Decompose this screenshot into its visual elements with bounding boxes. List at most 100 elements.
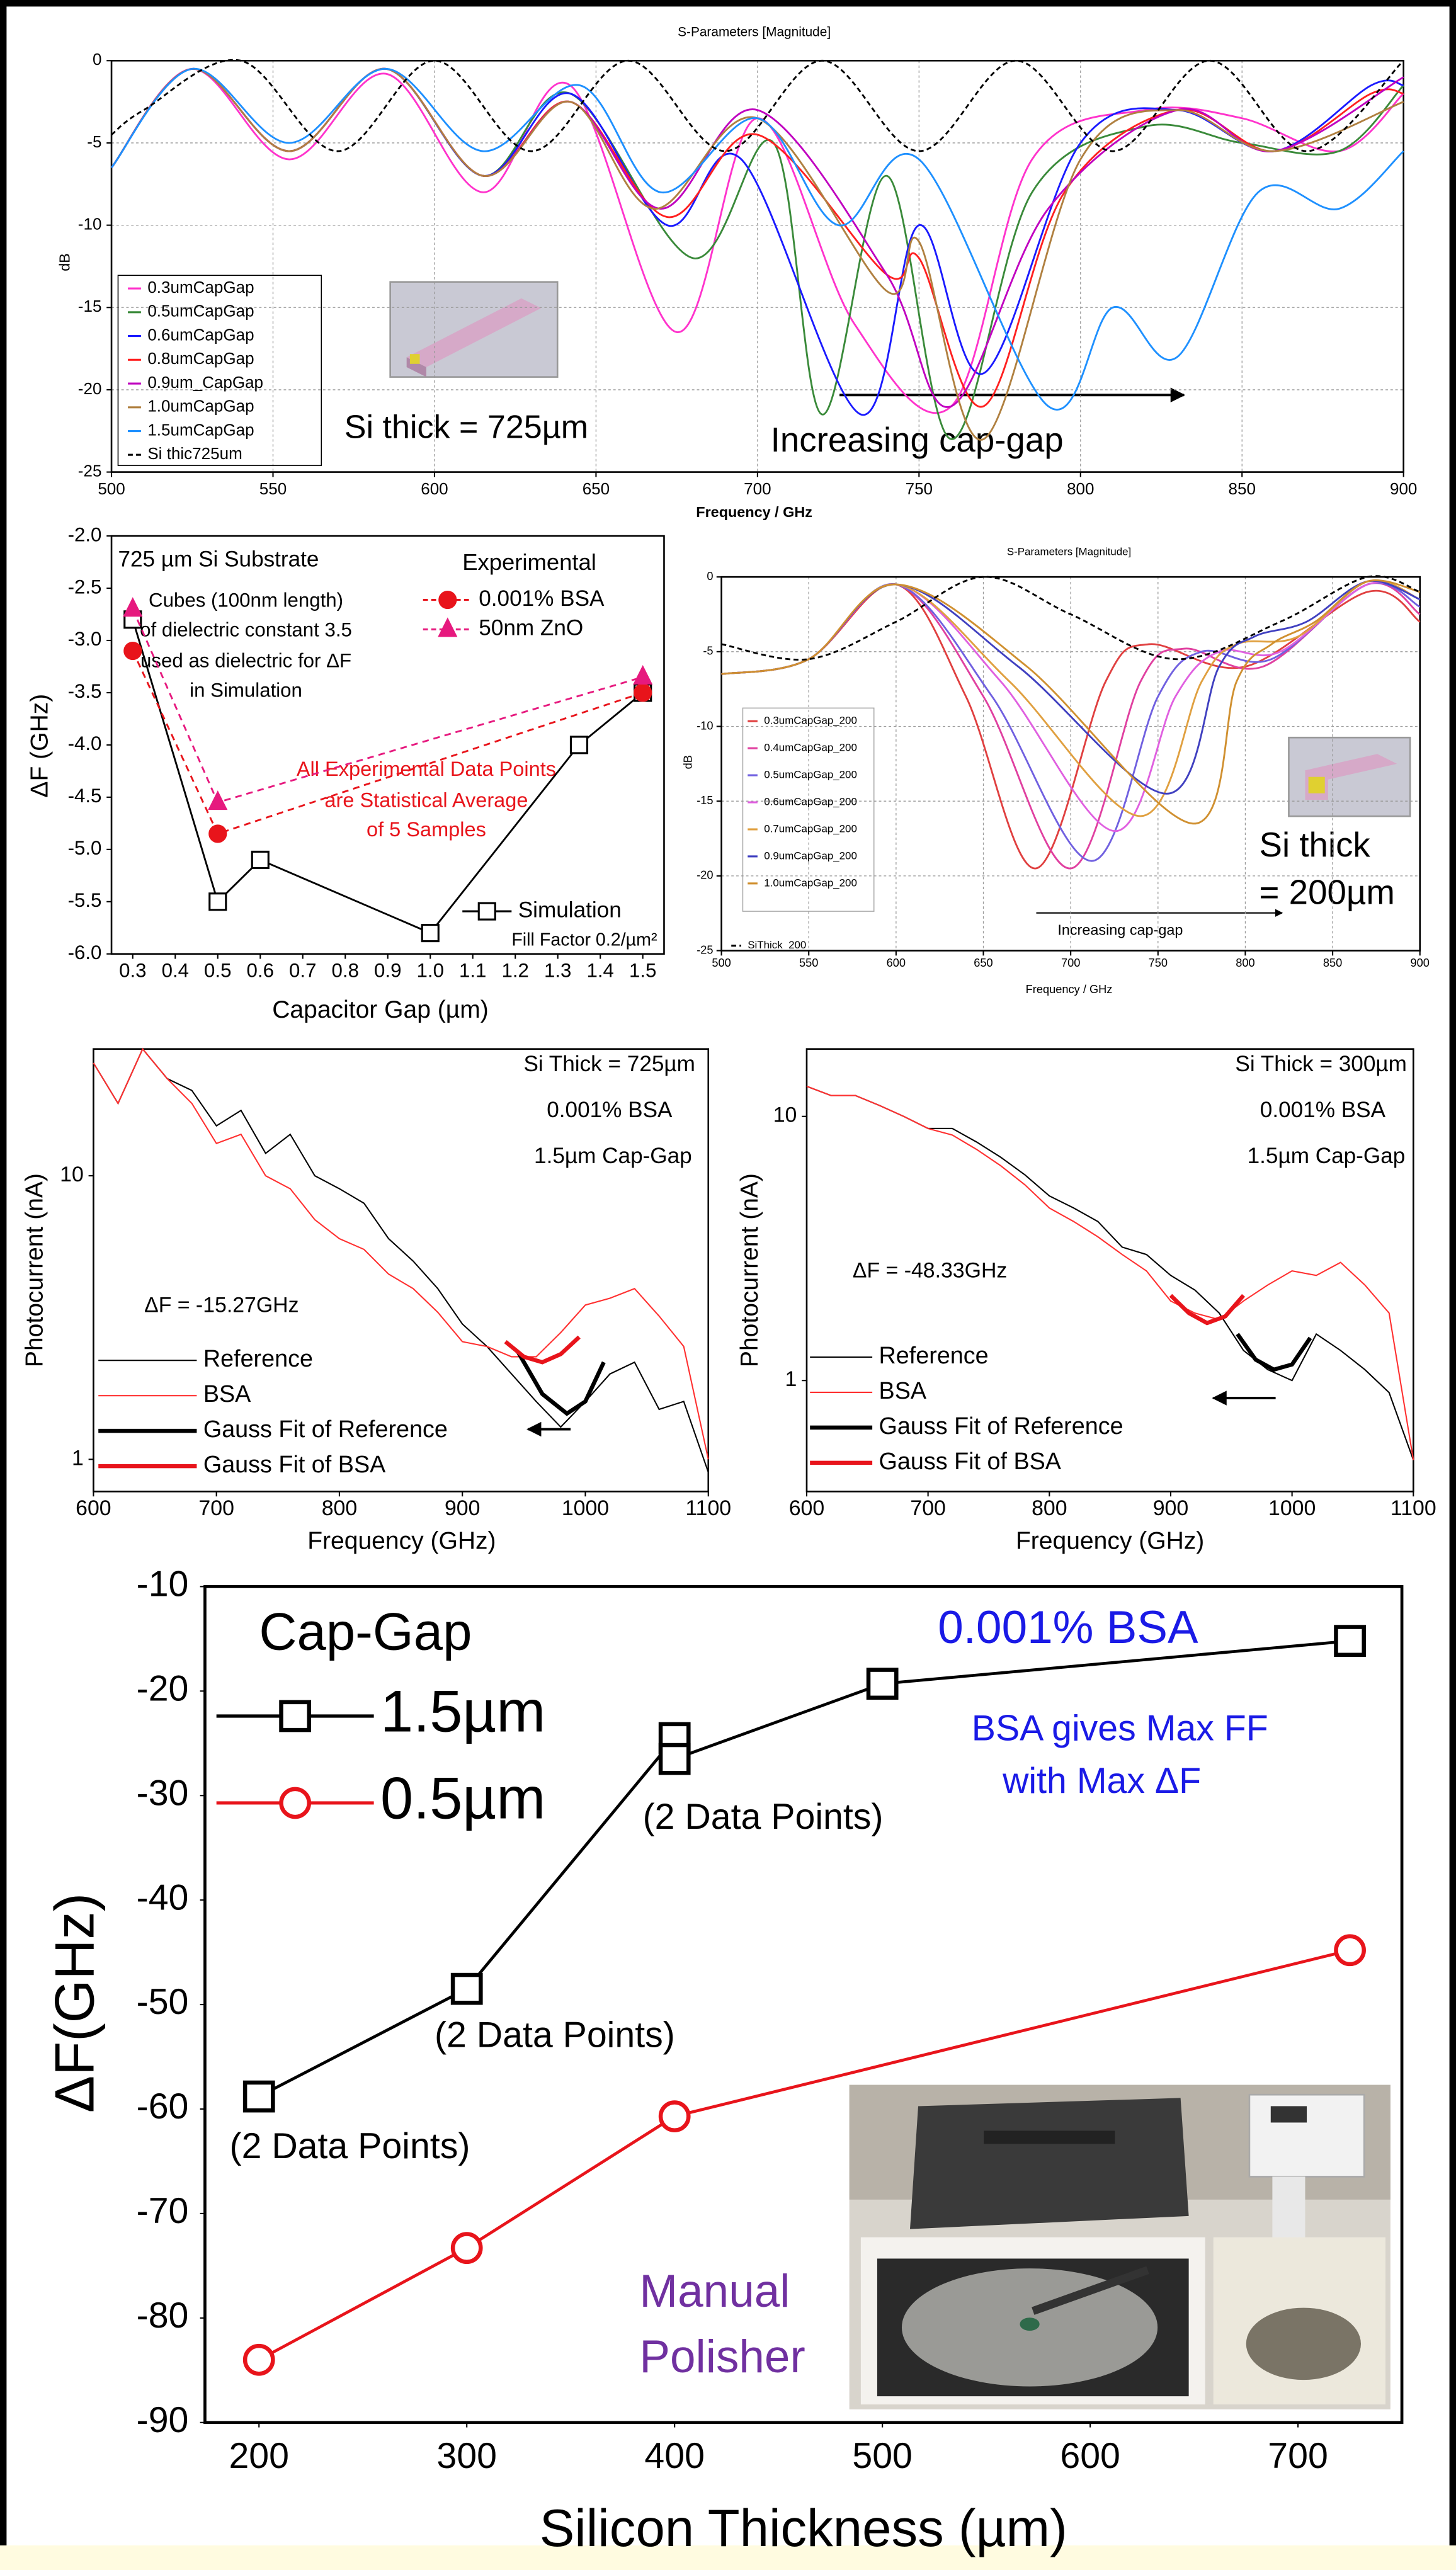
x-tick-label: 800 [1032,1496,1067,1520]
x-tick-label: 200 [229,2436,289,2476]
series-line [132,619,644,935]
annotation: in Simulation [190,679,302,702]
legend-label: 1.0umCapGap [147,397,254,416]
x-tick-label: 1.0 [417,960,444,982]
plot-frame [110,535,665,955]
series-line [258,1948,1351,2362]
x-tick-label: 0.6 [247,960,274,982]
legend-label: 0.5µm [380,1765,545,1831]
x-tick-label: 750 [1149,957,1168,969]
y-tick-label: -15 [697,794,713,807]
x-tick-label: 850 [1229,479,1256,498]
marker [633,664,653,685]
series-line [1169,1294,1246,1326]
x-axis-label: Silicon Thickness (µm) [540,2499,1067,2557]
x-tick-label: 1.1 [459,960,486,982]
x-tick-label: 1.2 [502,960,529,982]
x-tick-label: 0.5 [204,960,231,982]
marker [569,736,589,754]
y-tick-label: 1 [72,1446,84,1470]
y-tick-label: -20 [78,379,102,398]
x-tick-label: 600 [887,957,906,969]
chart-photo-300: Frequency (GHz) Photocurrent (nA) Si Thi… [736,1048,1436,1554]
legend-label: 1.5umCapGap [147,420,254,439]
y-tick-label: -5.0 [68,837,102,859]
legend-label: 0.5umCapGap_200 [764,769,857,781]
legend-label: SiThick_200 [748,939,806,951]
x-tick-label: 750 [906,479,933,498]
marker [438,591,457,610]
annotation: Increasing cap-gap [1057,922,1183,938]
y-tick-label: -3.5 [68,680,102,702]
y-axis-label: Photocurrent (nA) [736,1173,763,1367]
y-tick-label: -10 [697,719,713,732]
marker [208,790,228,810]
series-line [721,579,1421,825]
y-tick-label: -40 [137,1877,189,1918]
x-tick-label: 1100 [1391,1496,1436,1520]
marker [450,1972,483,2005]
annotation: Polisher [639,2331,805,2382]
chart-title: S-Parameters [Magnitude] [678,25,831,40]
annotation: BSA gives Max FF [972,1709,1268,1749]
x-tick-label: 0.4 [162,960,189,982]
y-tick-label: -3.0 [68,628,102,650]
x-tick-label: 600 [789,1496,824,1520]
plot-frame [805,1048,1414,1493]
plot-frame [203,1585,1404,2425]
x-tick-label: 300 [436,2436,497,2476]
x-tick-label: 550 [259,479,287,498]
y-tick-label: 10 [60,1163,84,1186]
legend-label: BSA [203,1380,251,1407]
x-axis-label: Frequency (GHz) [307,1527,496,1554]
y-tick-label: -60 [137,2086,189,2127]
legend-label: 1.0umCapGap_200 [764,877,857,889]
annotation: 1.5µm Cap-Gap [1248,1144,1406,1168]
x-tick-label: 600 [1060,2436,1120,2476]
marker [634,683,652,702]
plot-frame [93,1048,710,1493]
x-tick-label: 500 [98,479,125,498]
y-tick-label: -5 [87,132,101,151]
marker [866,1668,899,1700]
y-tick-label: -50 [137,1982,189,2022]
marker [251,850,270,870]
x-tick-label: 900 [1390,479,1417,498]
x-axis-label: Frequency (GHz) [1016,1527,1204,1554]
annotation: Si Thick = 300µm [1235,1052,1406,1076]
annotation: 1.5µm Cap-Gap [534,1144,692,1168]
annotation: 725 µm Si Substrate [118,547,319,571]
marker [242,2080,275,2113]
annotation: 0.001% BSA [938,1602,1198,1653]
legend-label: BSA [879,1377,927,1404]
y-tick-label: -15 [78,297,102,316]
marker [208,892,227,911]
marker [1334,1625,1366,1657]
bottom-strip [0,2545,1456,2570]
x-tick-label: 1000 [562,1496,609,1520]
y-tick-label: -30 [137,1773,189,1813]
annotation: with Max ΔF [1002,1761,1201,1801]
annotation: (2 Data Points) [230,2126,470,2166]
series-line [93,1047,709,1473]
series-line [93,1047,709,1460]
series-line [516,1350,606,1416]
x-tick-label: 500 [852,2436,913,2476]
marker [279,1700,312,1732]
annotation: All Experimental Data Points [297,758,556,780]
legend-label: Simulation [518,897,622,922]
annotation: 0.001% BSA [1260,1098,1386,1122]
x-tick-label: 900 [1153,1496,1188,1520]
polisher-photo [849,2084,1391,2409]
x-tick-label: 650 [583,479,610,498]
x-tick-label: 0.7 [289,960,316,982]
x-axis-label: Capacitor Gap (µm) [272,996,489,1023]
marker [477,902,496,921]
chart-top: S-Parameters [Magnitude] Frequency / GHz… [56,25,1417,520]
x-tick-label: 650 [974,957,992,969]
annotation: Manual [639,2266,790,2317]
annotation: (2 Data Points) [435,2015,675,2055]
x-tick-label: 1.5 [629,960,656,982]
legend-label: Reference [879,1342,989,1368]
